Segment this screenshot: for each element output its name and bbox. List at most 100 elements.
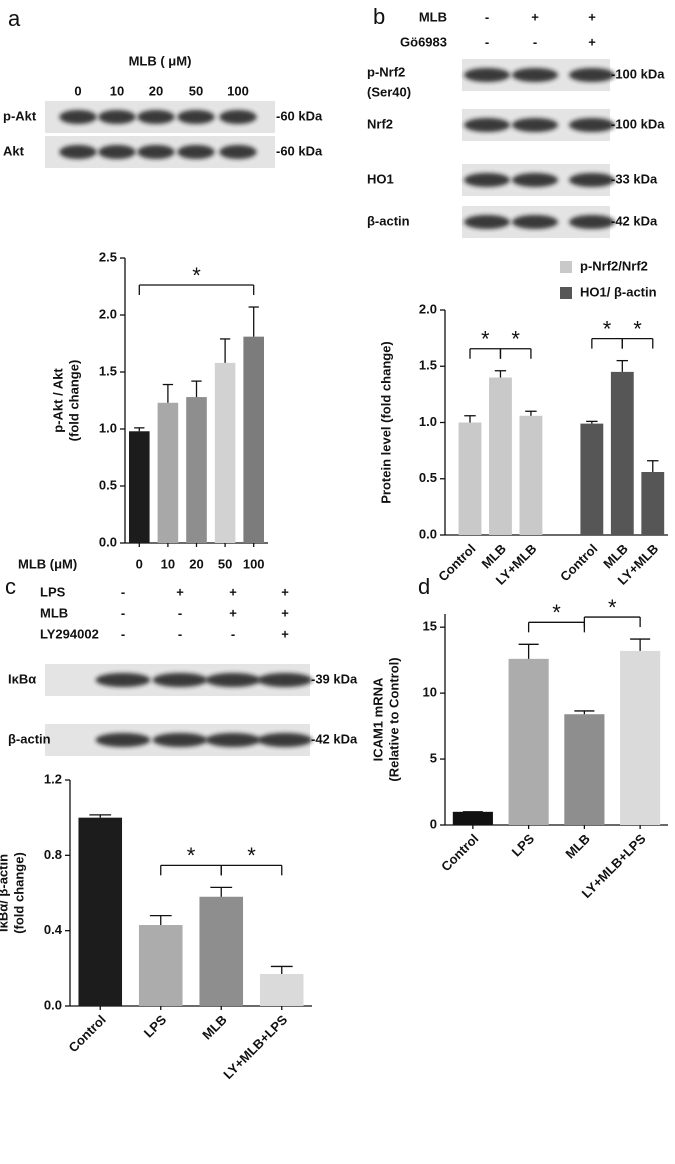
- legend-label: p-Nrf2/Nrf2: [580, 258, 648, 273]
- blot-band: [177, 145, 215, 159]
- y-tick-label: 1.5: [99, 363, 117, 378]
- bar: [508, 658, 549, 825]
- blot-size: -60 kDa: [276, 143, 323, 158]
- y-tick-label: 2.0: [419, 301, 437, 316]
- blot-row-label: Akt: [3, 143, 25, 158]
- bar: [186, 397, 207, 543]
- bar: [452, 811, 493, 825]
- blot-band: [511, 215, 559, 229]
- condition-label: LPS: [40, 584, 66, 599]
- blot-band: [568, 173, 616, 187]
- bar: [519, 415, 543, 535]
- y-tick-label: 1.2: [44, 771, 62, 786]
- blot-band: [59, 110, 97, 124]
- condition-mark: -: [231, 626, 235, 641]
- blot-band: [152, 673, 208, 687]
- x-tick-label: 0: [136, 556, 143, 571]
- blot-row-label: HO1: [367, 171, 394, 186]
- y-tick-label: 0.0: [99, 534, 117, 549]
- bar: [243, 336, 264, 543]
- bar: [214, 362, 236, 543]
- condition-mark: -: [533, 34, 537, 49]
- sig-label: *: [481, 327, 490, 352]
- legend-swatch: [560, 287, 572, 299]
- blot-band: [177, 110, 215, 124]
- x-tick-label: Control: [557, 541, 600, 584]
- x-tick-label: 20: [189, 556, 203, 571]
- blot-row-label: β-actin: [8, 731, 51, 746]
- panel-label: b: [373, 4, 385, 29]
- blot-band: [59, 145, 97, 159]
- blot-band: [463, 68, 511, 82]
- bar: [641, 472, 665, 535]
- blot-band: [257, 673, 313, 687]
- y-axis-label: IκBα/ β-actin: [0, 854, 10, 932]
- panel-label: c: [5, 574, 16, 599]
- condition-mark: -: [121, 584, 125, 599]
- lane-label: 10: [110, 83, 124, 98]
- lane-label: 100: [227, 83, 249, 98]
- condition-mark: +: [229, 605, 237, 620]
- blot-size: -42 kDa: [311, 731, 358, 746]
- legend-label: HO1/ β-actin: [580, 284, 657, 299]
- sig-label: *: [633, 316, 642, 341]
- sig-label: *: [511, 327, 520, 352]
- bar: [199, 896, 244, 1006]
- bar: [580, 423, 604, 535]
- blot-row-label: β-actin: [367, 213, 410, 228]
- blot-row-label: Nrf2: [367, 116, 393, 131]
- lane-label: 20: [149, 83, 163, 98]
- sig-label: *: [603, 316, 612, 341]
- blot-band: [463, 118, 511, 132]
- condition-mark: +: [281, 626, 289, 641]
- blot-band: [568, 215, 616, 229]
- blot-row-label: p-Akt: [3, 108, 37, 123]
- y-tick-label: 1.0: [99, 420, 117, 435]
- blot-band: [95, 733, 151, 747]
- blot-band: [568, 68, 616, 82]
- sig-label: *: [552, 600, 561, 625]
- condition-mark: -: [121, 605, 125, 620]
- blot-size: -60 kDa: [276, 108, 323, 123]
- x-tick-label: Control: [435, 541, 478, 584]
- x-tick-label: 10: [161, 556, 175, 571]
- condition-label: MLB: [419, 9, 447, 24]
- blot-row-label: IκBα: [8, 671, 36, 686]
- condition-label: Gö6983: [400, 34, 447, 49]
- sig-label: *: [187, 843, 196, 868]
- blot-band: [511, 173, 559, 187]
- blot-band: [98, 110, 136, 124]
- blot-band: [95, 673, 151, 687]
- panel-label: a: [8, 6, 21, 31]
- x-tick-label: 100: [243, 556, 265, 571]
- y-tick-label: 0.5: [419, 470, 437, 485]
- x-tick-label: Control: [66, 1012, 109, 1055]
- sig-label: *: [608, 595, 617, 620]
- condition-mark: -: [485, 34, 489, 49]
- blot-band: [257, 733, 313, 747]
- y-axis-label: ICAM1 mRNA: [370, 677, 385, 761]
- y-tick-label: 2.0: [99, 306, 117, 321]
- x-tick-label: LPS: [141, 1012, 170, 1041]
- condition-label: LY294002: [40, 626, 99, 641]
- blot-header: MLB ( μM): [129, 53, 192, 68]
- blot-row-label: p-Nrf2: [367, 64, 405, 79]
- condition-mark: +: [281, 605, 289, 620]
- y-tick-label: 0.8: [44, 847, 62, 862]
- blot-band: [511, 118, 559, 132]
- y-tick-label: 5: [430, 751, 437, 766]
- x-tick-label: LY+MLB+LPS: [220, 1012, 290, 1082]
- y-tick-label: 1.0: [419, 414, 437, 429]
- bar: [78, 817, 123, 1006]
- bar: [129, 431, 150, 543]
- blot-band: [137, 145, 175, 159]
- sig-label: *: [247, 843, 256, 868]
- bar: [564, 714, 605, 825]
- x-tick-label: 50: [218, 556, 232, 571]
- blot-band: [219, 145, 257, 159]
- bar: [157, 402, 179, 543]
- blot-size: -100 kDa: [611, 66, 665, 81]
- blot-band: [463, 173, 511, 187]
- x-tick-label: MLB: [199, 1012, 230, 1043]
